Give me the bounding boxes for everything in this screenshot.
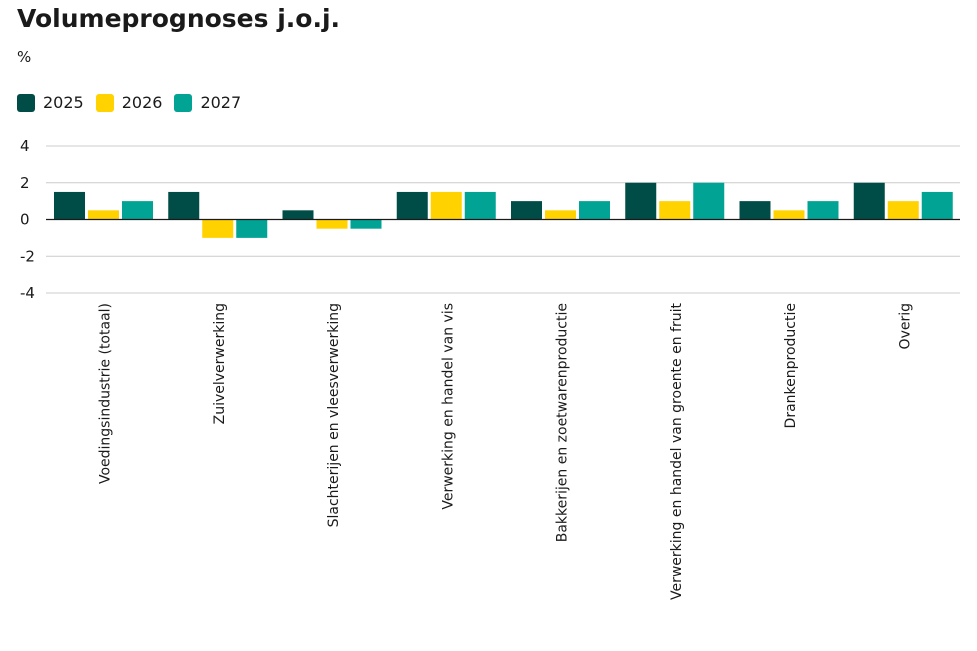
legend-item-2026[interactable]: 2026 xyxy=(95,93,163,112)
bar-2027-8 xyxy=(921,191,953,220)
x-category-label: Slachterijen en vleesverwerking xyxy=(326,303,342,527)
bar-2025-6 xyxy=(625,182,657,220)
bar-2027-5 xyxy=(579,201,610,220)
y-tick-label: -4 xyxy=(20,284,35,302)
legend-swatch-2027 xyxy=(174,93,193,112)
y-axis-unit-label: % xyxy=(17,48,32,66)
chart-title: Volumeprognoses j.o.j. xyxy=(17,4,341,33)
bar-2026-4 xyxy=(430,191,462,220)
legend-label-2027: 2027 xyxy=(200,93,242,112)
bar-2026-6 xyxy=(659,201,691,220)
bar-2027-1 xyxy=(122,201,153,220)
legend-swatch-2026 xyxy=(95,93,114,112)
x-category-label: Verwerking en handel van groente en frui… xyxy=(669,303,685,600)
x-category-label: Overig xyxy=(897,303,913,349)
x-category-label: Bakkerijen en zoetwarenproductie xyxy=(555,303,571,542)
bar-2027-3 xyxy=(350,219,382,229)
x-category-label: Verwerking en handel van vis xyxy=(440,303,456,510)
bar-2027-6 xyxy=(693,182,725,220)
y-tick-label: 4 xyxy=(20,137,30,155)
bar-2026-5 xyxy=(545,210,576,220)
legend: 2025 2026 2027 xyxy=(17,93,253,112)
legend-label-2025: 2025 xyxy=(43,93,84,112)
bar-2027-7 xyxy=(807,201,839,220)
bar-2026-2 xyxy=(202,219,234,238)
y-tick-label: 0 xyxy=(20,211,30,229)
bar-2025-3 xyxy=(282,210,314,220)
bar-2025-1 xyxy=(54,191,85,220)
y-tick-label: 2 xyxy=(20,174,30,192)
legend-label-2026: 2026 xyxy=(121,93,163,112)
bar-2025-8 xyxy=(853,182,885,220)
legend-swatch-2025 xyxy=(17,93,35,112)
bar-2026-1 xyxy=(88,210,119,220)
bar-2027-2 xyxy=(236,219,268,238)
bar-2026-3 xyxy=(316,219,348,229)
x-category-label: Zuivelverwerking xyxy=(212,303,228,424)
legend-item-2025[interactable]: 2025 xyxy=(17,93,84,112)
bar-2025-5 xyxy=(511,201,542,220)
legend-item-2027[interactable]: 2027 xyxy=(174,93,241,112)
bar-2026-8 xyxy=(887,201,919,220)
y-tick-label: -2 xyxy=(20,247,35,265)
bar-2025-7 xyxy=(739,201,771,220)
x-category-label: Drankenproductie xyxy=(783,303,799,428)
bar-2025-2 xyxy=(168,191,200,220)
bar-2026-7 xyxy=(773,210,805,220)
bar-2025-4 xyxy=(396,191,428,220)
bar-2027-4 xyxy=(464,191,496,220)
x-category-label: Voedingsindustrie (totaal) xyxy=(98,303,114,484)
